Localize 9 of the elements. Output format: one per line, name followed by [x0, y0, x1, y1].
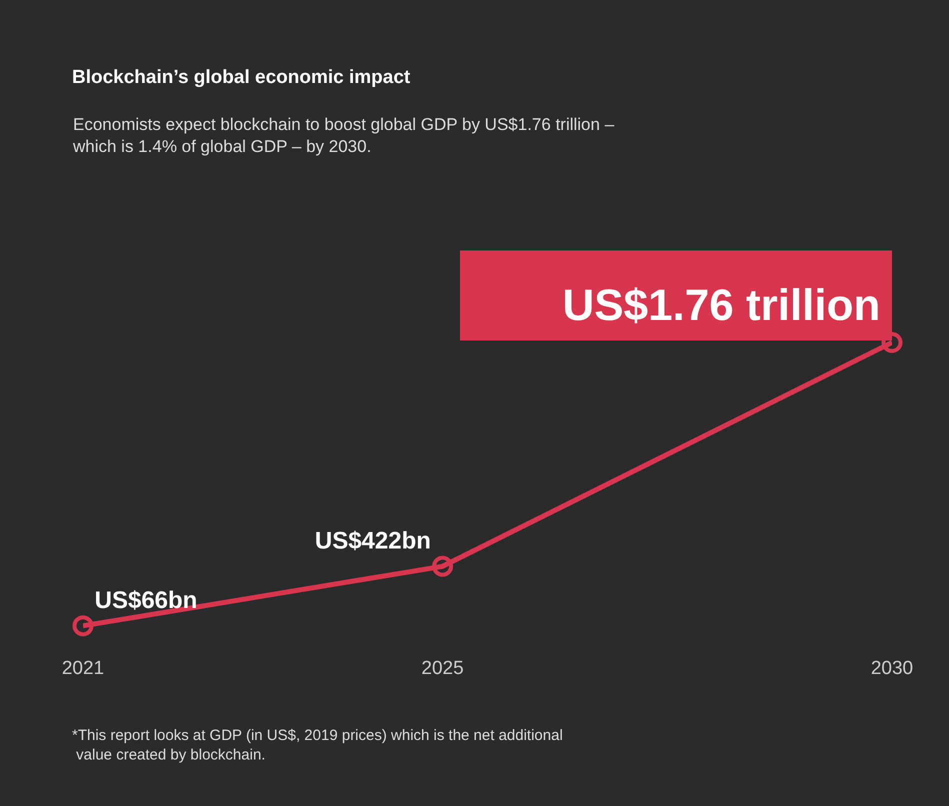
text: *This report looks at GDP (in US$, 2019 prices) which is the net additional value created by blockchain. — [72, 727, 563, 764]
chart-title: Blockchain’s global economic impact — [72, 67, 411, 88]
x-tick-label: 2021 — [62, 658, 104, 679]
x-tick-label: 2025 — [421, 658, 464, 679]
data-label: US$1.76 trillion — [562, 280, 880, 330]
data-label: US$422bn — [314, 528, 431, 555]
x-tick-label: 2030 — [870, 658, 914, 679]
data-label: US$66bn — [94, 587, 198, 614]
chart-subtitle: Economists expect blockchain to boost global GDP by US$1.76 trillion – which is 1.4% of global GDP – by 2030. — [72, 115, 615, 156]
